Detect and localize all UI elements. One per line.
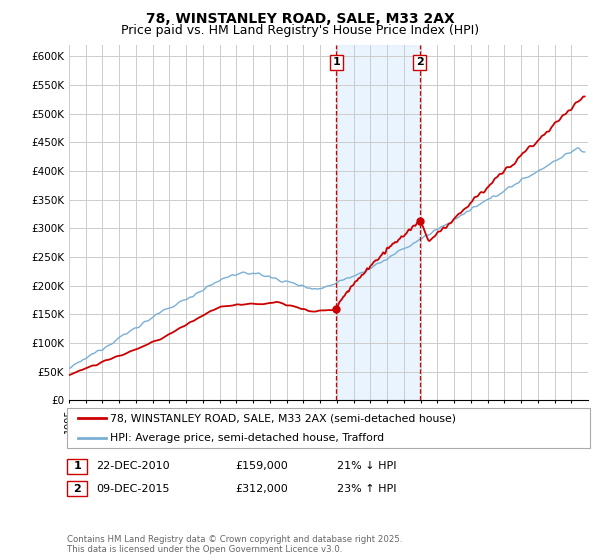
- Text: 23% ↑ HPI: 23% ↑ HPI: [337, 484, 397, 493]
- Text: 1: 1: [73, 461, 81, 471]
- Text: 09-DEC-2015: 09-DEC-2015: [96, 484, 170, 493]
- Text: 1: 1: [332, 58, 340, 67]
- Text: Contains HM Land Registry data © Crown copyright and database right 2025.
This d: Contains HM Land Registry data © Crown c…: [67, 535, 403, 554]
- Text: 78, WINSTANLEY ROAD, SALE, M33 2AX: 78, WINSTANLEY ROAD, SALE, M33 2AX: [146, 12, 454, 26]
- Bar: [337, 45, 419, 400]
- Text: 2: 2: [73, 484, 81, 493]
- Text: Price paid vs. HM Land Registry's House Price Index (HPI): Price paid vs. HM Land Registry's House …: [121, 24, 479, 36]
- Text: £159,000: £159,000: [235, 461, 288, 471]
- Text: 21% ↓ HPI: 21% ↓ HPI: [337, 461, 397, 471]
- Text: £312,000: £312,000: [235, 484, 288, 493]
- Text: 22-DEC-2010: 22-DEC-2010: [96, 461, 170, 471]
- Text: 78, WINSTANLEY ROAD, SALE, M33 2AX (semi-detached house): 78, WINSTANLEY ROAD, SALE, M33 2AX (semi…: [110, 413, 457, 423]
- Text: HPI: Average price, semi-detached house, Trafford: HPI: Average price, semi-detached house,…: [110, 433, 385, 443]
- Text: 2: 2: [416, 58, 424, 67]
